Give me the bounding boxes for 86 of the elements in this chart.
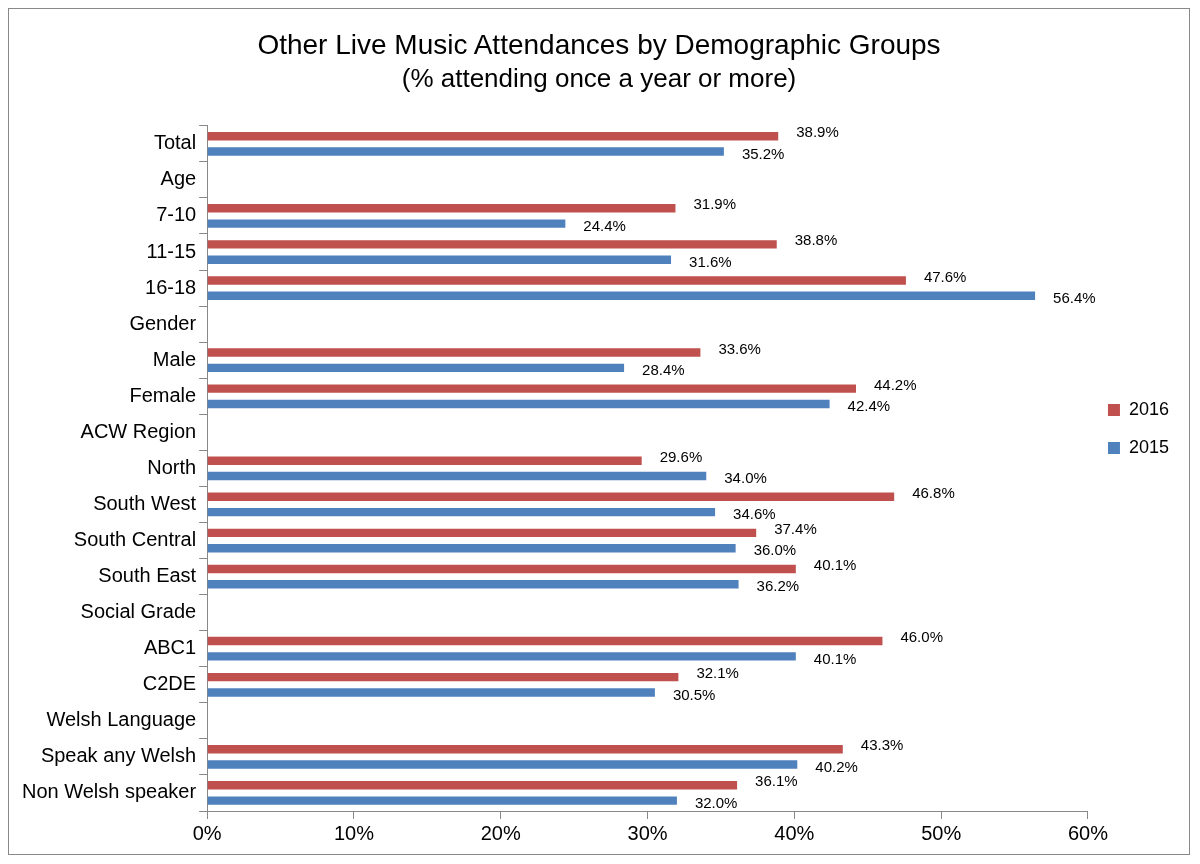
y-tick-label: Age xyxy=(160,167,197,190)
y-tick-label: South Central xyxy=(73,528,197,551)
y-tick-label: Total xyxy=(153,131,197,154)
bar xyxy=(207,507,716,517)
data-label: 30.5% xyxy=(672,685,716,703)
bar xyxy=(207,688,655,697)
y-tick-label: 16-18 xyxy=(145,275,197,298)
y-tick-label: North xyxy=(147,455,197,478)
data-label: 34.0% xyxy=(724,469,767,487)
bar xyxy=(207,528,757,538)
bar xyxy=(207,384,857,393)
data-label: 36.0% xyxy=(753,541,797,559)
bar xyxy=(207,240,777,249)
y-tick-label: ACW Region xyxy=(80,419,197,442)
data-label: 44.2% xyxy=(874,375,917,393)
bar xyxy=(207,672,679,682)
y-tick-label: South East xyxy=(98,564,197,587)
x-tick-label: 50% xyxy=(921,821,962,844)
data-label: 34.6% xyxy=(733,505,776,523)
y-tick-label: 11-15 xyxy=(146,239,197,262)
data-label: 42.4% xyxy=(847,397,891,415)
y-tick-label: C2DE xyxy=(142,672,197,695)
x-tick-label: 20% xyxy=(480,821,521,844)
data-label: 38.8% xyxy=(794,231,838,249)
bar xyxy=(207,456,642,465)
data-label: 56.4% xyxy=(1053,288,1096,306)
y-tick-label: Gender xyxy=(129,311,197,334)
data-label: 35.2% xyxy=(741,144,785,162)
legend-label: 2016 xyxy=(1128,398,1169,419)
data-label: 46.8% xyxy=(912,483,955,501)
data-label: 29.6% xyxy=(659,447,703,465)
bar xyxy=(207,363,625,373)
chart-subtitle: (% attending once a year or more) xyxy=(401,63,797,94)
bar xyxy=(207,492,895,502)
data-label: 40.1% xyxy=(813,649,857,667)
y-tick-label: ABC1 xyxy=(143,636,197,659)
y-tick-label: South West xyxy=(93,491,197,514)
bar xyxy=(207,255,672,264)
bar xyxy=(207,399,830,409)
bar xyxy=(207,219,566,228)
bar xyxy=(207,796,677,805)
bar xyxy=(207,564,796,574)
bar xyxy=(207,543,736,553)
data-label: 40.2% xyxy=(815,757,858,775)
bar xyxy=(207,291,1036,300)
data-label: 38.9% xyxy=(796,123,839,141)
bar xyxy=(207,760,798,769)
x-tick-label: 10% xyxy=(333,821,375,844)
bar xyxy=(207,781,738,790)
data-label: 47.6% xyxy=(923,267,967,285)
y-tick-label: Welsh Language xyxy=(46,708,197,731)
data-label: 32.0% xyxy=(694,793,738,811)
data-label: 32.1% xyxy=(696,664,739,682)
data-label: 36.1% xyxy=(755,772,798,790)
x-tick-label: 30% xyxy=(627,821,668,844)
data-label: 31.6% xyxy=(689,252,732,270)
y-tick-label: 7-10 xyxy=(156,203,197,226)
y-tick-label: Female xyxy=(129,383,197,406)
data-label: 31.9% xyxy=(693,195,736,213)
y-tick-label: Social Grade xyxy=(80,600,197,623)
x-tick-label: 60% xyxy=(1067,821,1109,844)
y-tick-label: Speak any Welsh xyxy=(40,744,197,767)
bar xyxy=(207,147,724,156)
data-label: 43.3% xyxy=(860,736,904,754)
data-label: 33.6% xyxy=(718,339,761,357)
bar xyxy=(207,471,707,481)
bar xyxy=(207,204,676,213)
bar xyxy=(207,276,906,285)
data-label: 40.1% xyxy=(813,556,857,574)
data-label: 46.0% xyxy=(900,628,943,646)
bar xyxy=(207,580,739,589)
y-tick-label: Non Welsh speaker xyxy=(21,780,197,803)
x-tick-label: 0% xyxy=(192,821,222,844)
x-tick-label: 40% xyxy=(774,821,815,844)
bar xyxy=(207,636,883,646)
bar xyxy=(207,131,779,141)
data-label: 37.4% xyxy=(774,520,817,537)
data-label: 28.4% xyxy=(642,361,685,379)
bar xyxy=(207,348,701,357)
chart-title: Other Live Music Attendances by Demographic Groups xyxy=(257,28,941,60)
bar xyxy=(207,652,796,661)
y-tick-label: Male xyxy=(152,347,197,370)
bar xyxy=(207,745,843,754)
data-label: 36.2% xyxy=(756,577,800,595)
data-label: 24.4% xyxy=(583,216,626,234)
legend-label: 2015 xyxy=(1128,436,1169,457)
